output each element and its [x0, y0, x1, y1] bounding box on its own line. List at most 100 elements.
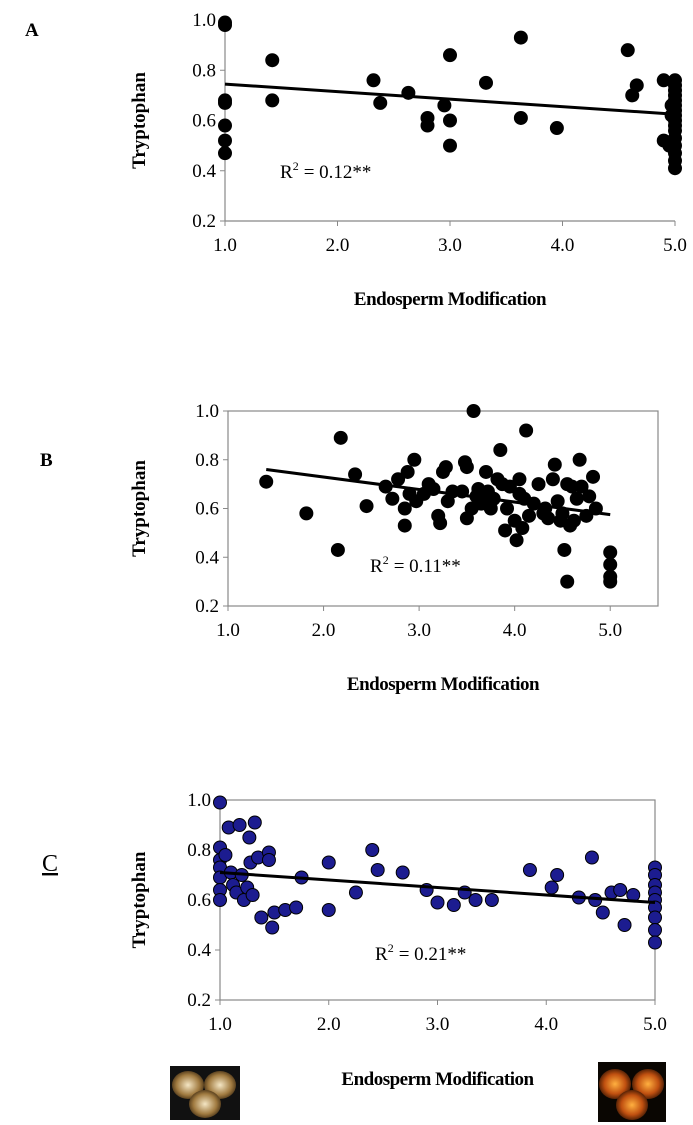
- data-point: [459, 460, 474, 475]
- x-tick-label: 3.0: [407, 620, 431, 641]
- data-point: [566, 513, 581, 528]
- r-squared-base: R: [375, 944, 388, 965]
- data-point: [289, 900, 304, 915]
- x-axis-title: Endosperm Modification: [354, 289, 547, 310]
- data-point: [582, 489, 597, 504]
- data-point: [446, 898, 461, 912]
- data-point: [479, 464, 493, 479]
- data-point: [544, 880, 559, 895]
- data-point: [648, 935, 662, 950]
- r-squared-value: = 0.11**: [394, 556, 461, 577]
- data-point: [213, 795, 227, 810]
- kernel-image-left: [170, 1066, 240, 1120]
- data-point: [437, 98, 452, 113]
- data-point: [330, 542, 345, 557]
- data-point: [586, 469, 601, 484]
- x-tick-label: 2.0: [317, 1014, 341, 1035]
- data-point: [549, 121, 564, 136]
- data-point: [443, 138, 457, 153]
- trend-line: [224, 82, 676, 116]
- x-axis-title: Endosperm Modification: [347, 674, 540, 695]
- y-tick-label: 0.4: [187, 940, 211, 961]
- data-point: [265, 53, 280, 68]
- x-tick-label: 3.0: [438, 235, 462, 256]
- data-point: [218, 95, 232, 110]
- r-squared-superscript: 2: [293, 159, 299, 173]
- x-tick-label: 4.0: [503, 620, 527, 641]
- data-point: [213, 893, 227, 907]
- y-tick-label: 0.4: [192, 161, 216, 182]
- x-axis-title: Endosperm Modification: [341, 1069, 534, 1090]
- trend-line: [266, 468, 611, 517]
- data-point: [560, 574, 575, 589]
- data-point: [438, 460, 453, 475]
- data-point: [522, 508, 536, 523]
- data-point: [359, 499, 374, 514]
- y-tick-label: 0.6: [195, 499, 219, 520]
- data-point: [613, 883, 628, 897]
- data-point: [299, 506, 314, 521]
- data-point: [254, 910, 269, 925]
- x-tick-label: 5.0: [663, 235, 687, 256]
- x-tick-label: 1.0: [216, 620, 240, 641]
- data-point: [512, 472, 527, 487]
- x-tick-label: 1.0: [213, 235, 237, 256]
- y-tick-label: 0.8: [192, 60, 216, 81]
- data-point: [603, 545, 618, 560]
- r-squared-value: = 0.21**: [399, 944, 467, 965]
- data-point: [218, 18, 232, 33]
- data-point: [584, 850, 599, 865]
- data-point: [218, 118, 232, 133]
- y-tick-label: 0.6: [192, 111, 216, 132]
- data-point: [395, 865, 410, 880]
- data-point: [265, 93, 280, 108]
- panel-label: A: [25, 20, 39, 41]
- data-point: [574, 479, 589, 494]
- x-tick-label: 4.0: [534, 1014, 558, 1035]
- y-tick-label: 1.0: [187, 790, 211, 811]
- data-point: [232, 818, 247, 832]
- data-point: [500, 501, 515, 516]
- data-point: [484, 893, 499, 907]
- r-squared-base: R: [280, 162, 293, 183]
- data-point: [218, 133, 232, 148]
- data-point: [443, 113, 457, 128]
- data-point: [620, 43, 635, 58]
- data-point: [321, 855, 336, 870]
- x-tick-label: 2.0: [312, 620, 336, 641]
- y-tick-label: 0.2: [195, 596, 219, 617]
- data-point: [466, 404, 481, 418]
- data-point: [400, 464, 415, 479]
- data-point: [550, 868, 565, 882]
- data-point: [519, 423, 534, 438]
- data-point: [545, 472, 560, 487]
- data-point: [648, 923, 662, 937]
- data-point: [348, 885, 363, 900]
- y-tick-label: 0.6: [187, 890, 211, 911]
- data-point: [648, 910, 662, 925]
- data-point: [479, 75, 493, 90]
- r-squared-superscript: 2: [383, 553, 389, 567]
- data-point: [265, 920, 280, 935]
- x-tick-label: 2.0: [326, 235, 350, 256]
- data-point: [668, 161, 682, 176]
- x-tick-label: 4.0: [551, 235, 575, 256]
- y-tick-label: 0.2: [187, 990, 211, 1011]
- y-tick-label: 0.4: [195, 547, 219, 568]
- data-point: [603, 574, 618, 589]
- data-point: [397, 518, 412, 533]
- data-point: [509, 533, 524, 548]
- data-point: [617, 918, 632, 932]
- data-point: [557, 542, 572, 557]
- data-point: [348, 467, 363, 482]
- r-squared-value: = 0.12**: [304, 162, 372, 183]
- data-point: [498, 523, 513, 538]
- x-tick-label: 5.0: [598, 620, 622, 641]
- panel-label: C: [42, 851, 58, 877]
- data-point: [522, 863, 537, 877]
- x-tick-label: 5.0: [643, 1014, 667, 1035]
- data-point: [365, 843, 380, 857]
- data-point: [420, 118, 435, 133]
